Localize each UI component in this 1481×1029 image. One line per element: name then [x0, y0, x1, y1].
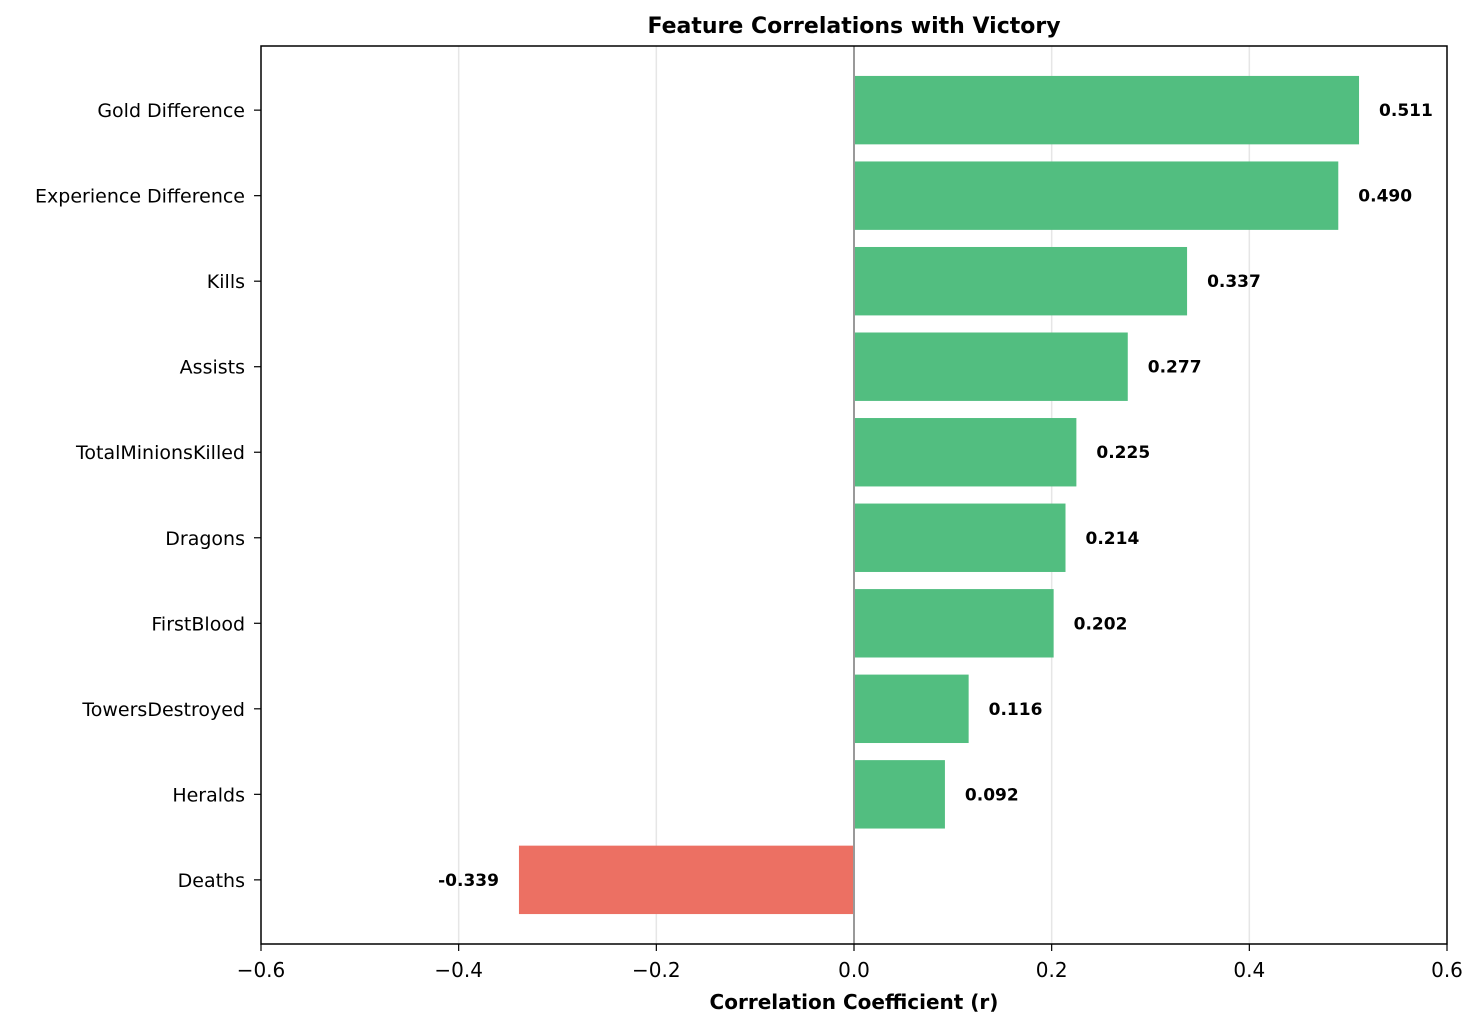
bar-experience-difference — [854, 161, 1339, 230]
x-tick-label: −0.4 — [434, 958, 483, 982]
x-axis-ticks: −0.6 −0.4 −0.2 0.0 0.2 0.4 0.6 — [237, 944, 1463, 982]
y-tick-label: Assists — [180, 357, 245, 379]
bar-heralds — [854, 760, 945, 829]
bar-gold-difference — [854, 75, 1360, 145]
x-tick-label: 0.4 — [1233, 958, 1265, 982]
y-tick-label: TotalMinionsKilled — [75, 442, 245, 464]
y-tick-label: Deaths — [178, 870, 245, 892]
bar-totalminionskilled — [854, 418, 1077, 487]
data-label: 0.202 — [1074, 614, 1128, 634]
y-tick-label: TowersDestroyed — [81, 699, 245, 721]
y-tick-label: Kills — [207, 271, 245, 293]
data-label: -0.339 — [438, 871, 499, 891]
data-labels: 0.511 0.490 0.337 0.277 0.225 0.214 0.202 0.116… — [438, 101, 1433, 891]
data-label: 0.511 — [1379, 101, 1433, 121]
y-tick-label: Gold Difference — [97, 100, 245, 122]
x-tick-label: −0.2 — [632, 958, 681, 982]
data-label: 0.116 — [989, 700, 1043, 720]
data-label: 0.214 — [1086, 529, 1140, 549]
data-label: 0.225 — [1096, 443, 1150, 463]
x-tick-label: 0.0 — [838, 958, 870, 982]
bar-kills — [854, 246, 1188, 316]
y-tick-label: Experience Difference — [35, 186, 245, 208]
y-tick-label: Heralds — [172, 784, 245, 806]
x-tick-label: 0.2 — [1036, 958, 1068, 982]
y-axis-ticks: Gold Difference Experience Difference Kill… — [35, 100, 261, 892]
bar-deaths — [518, 845, 854, 915]
chart-title: Feature Correlations with Victory — [647, 14, 1060, 39]
data-label: 0.092 — [965, 785, 1019, 805]
data-label: 0.277 — [1148, 358, 1202, 378]
x-tick-label: −0.6 — [237, 958, 286, 982]
x-tick-label: 0.6 — [1431, 958, 1463, 982]
bar-firstblood — [854, 589, 1054, 658]
bar-assists — [854, 332, 1128, 401]
data-label: 0.337 — [1207, 272, 1261, 292]
data-label: 0.490 — [1358, 187, 1412, 207]
bar-dragons — [854, 503, 1066, 572]
y-tick-label: FirstBlood — [151, 613, 245, 635]
bar-towersdestroyed — [854, 674, 969, 744]
y-tick-label: Dragons — [165, 528, 245, 550]
bars — [518, 75, 1360, 915]
x-axis-label: Correlation Coefficient (r) — [710, 990, 999, 1014]
